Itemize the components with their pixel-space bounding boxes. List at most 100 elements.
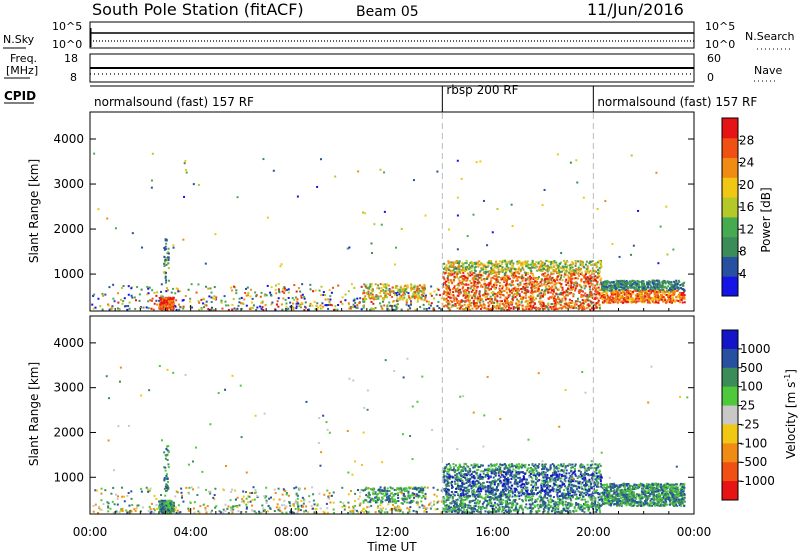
echo-cell <box>466 289 469 292</box>
echo-cell <box>306 511 309 514</box>
echo-cell <box>578 480 581 483</box>
echo-cell <box>484 265 487 268</box>
echo-cell <box>615 297 618 300</box>
echo-cell <box>447 284 450 287</box>
echo-cell <box>318 289 321 292</box>
echo-cell <box>539 260 542 263</box>
echo-cell <box>446 288 449 291</box>
echo-cell <box>466 265 469 268</box>
echo-cell <box>365 486 368 489</box>
echo-cell <box>559 299 562 302</box>
echo-cell <box>630 154 633 157</box>
echo-cell <box>478 260 481 263</box>
echo-cell <box>606 286 609 289</box>
echo-cell <box>494 296 497 299</box>
echo-cell <box>267 504 270 507</box>
echo-cell <box>578 292 581 295</box>
echo-cell <box>496 271 499 274</box>
echo-cell <box>94 503 97 506</box>
echo-cell <box>578 274 581 277</box>
echo-cell <box>480 306 483 309</box>
echo-cell <box>623 288 626 291</box>
echo-cell <box>625 296 628 299</box>
echo-cell <box>328 301 331 304</box>
echo-cell <box>255 511 258 514</box>
echo-cell <box>635 283 638 286</box>
echo-cell <box>587 282 590 285</box>
echo-cell <box>613 285 616 288</box>
echo-cell <box>562 268 565 271</box>
echo-cell <box>303 308 306 311</box>
echo-cell <box>162 300 165 303</box>
echo-cell <box>597 274 600 277</box>
echo-cell <box>140 487 143 490</box>
echo-cell <box>524 294 527 297</box>
echo-cell <box>612 297 615 300</box>
echo-cell <box>179 511 182 514</box>
echo-cell <box>440 489 443 492</box>
echo-cell <box>537 276 540 279</box>
echo-cell <box>127 285 130 288</box>
echo-cell <box>544 265 547 268</box>
echo-cell <box>250 288 253 291</box>
echo-cell <box>634 301 637 304</box>
echo-cell <box>113 300 116 303</box>
echo-cell <box>146 293 149 296</box>
echo-cell <box>506 291 509 294</box>
echo-cell <box>230 286 233 289</box>
echo-cell <box>458 304 461 307</box>
echo-cell <box>467 496 470 499</box>
echo-cell <box>240 296 243 299</box>
echo-cell <box>295 486 298 489</box>
echo-cell <box>423 299 426 302</box>
echo-cell <box>483 277 486 280</box>
echo-cell <box>168 509 171 512</box>
echo-cell <box>169 502 172 505</box>
echo-cell <box>571 480 574 483</box>
echo-cell <box>414 486 417 489</box>
echo-cell <box>632 298 635 301</box>
echo-cell <box>383 298 386 301</box>
echo-cell <box>534 266 537 269</box>
echo-cell <box>160 508 163 511</box>
echo-cell <box>380 287 383 290</box>
echo-cell <box>494 282 497 285</box>
echo-cell <box>392 290 395 293</box>
echo-cell <box>515 305 518 308</box>
echo-cell <box>249 500 252 503</box>
echo-cell <box>382 492 385 495</box>
echo-cell <box>635 289 638 292</box>
echo-cell <box>232 505 235 508</box>
echo-cell <box>566 290 569 293</box>
echo-cell <box>349 306 352 309</box>
echo-cell <box>165 474 168 477</box>
echo-cell <box>341 296 344 299</box>
echo-cell <box>503 308 506 311</box>
echo-cell <box>512 283 515 286</box>
echo-cell <box>582 302 585 305</box>
echo-cell <box>413 297 416 300</box>
echo-cell <box>545 274 548 277</box>
echo-cell <box>160 283 163 286</box>
echo-cell <box>168 303 171 306</box>
echo-cell <box>475 161 478 164</box>
echo-cell <box>666 253 669 256</box>
echo-cell <box>277 508 280 511</box>
echo-cell <box>505 286 508 289</box>
echo-cell <box>464 288 467 291</box>
echo-cell <box>534 280 537 283</box>
echo-cell <box>472 213 475 216</box>
echo-cell <box>410 499 413 502</box>
echo-cell <box>507 306 510 309</box>
echo-cell <box>249 492 252 495</box>
echo-cell <box>516 292 519 295</box>
echo-cell <box>544 272 547 275</box>
echo-cell <box>574 289 577 292</box>
echo-cell <box>281 290 284 293</box>
echo-cell <box>625 290 628 293</box>
echo-cell <box>383 171 386 174</box>
echo-cell <box>661 288 664 291</box>
echo-cell <box>471 511 474 514</box>
echo-cell <box>322 510 325 513</box>
echo-cell <box>508 283 511 286</box>
